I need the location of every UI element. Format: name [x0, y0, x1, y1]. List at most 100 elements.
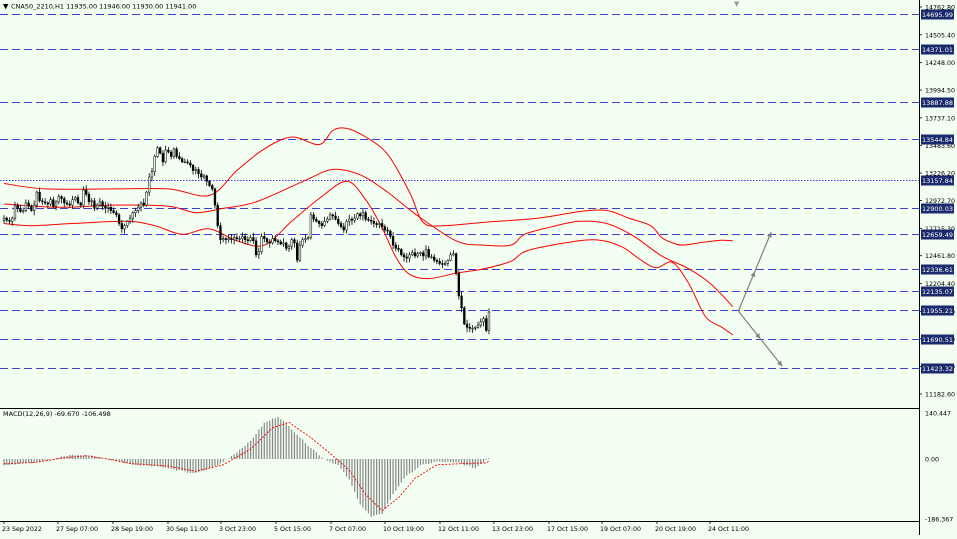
- candle: [487, 308, 491, 335]
- candle: [279, 239, 282, 246]
- level-label-11: 11423.32: [922, 365, 953, 373]
- candle: [159, 146, 162, 155]
- level-label-9: 11955.21: [922, 307, 953, 315]
- macd-signal-line: [3, 421, 490, 511]
- candle: [454, 252, 458, 276]
- candle: [386, 226, 389, 235]
- candle: [76, 194, 80, 205]
- candle: [194, 166, 197, 175]
- candle: [161, 150, 165, 167]
- grid-layer: [0, 14, 919, 369]
- candle: [65, 200, 69, 207]
- level-label-bg-8: [921, 286, 954, 297]
- dropdown-arrow-icon[interactable]: ▼: [3, 3, 9, 11]
- candle: [112, 207, 115, 214]
- level-label-bg-0: [921, 9, 954, 20]
- level-label-7: 12336.61: [922, 266, 953, 274]
- price-tick-label-7: 12972.70: [925, 198, 955, 205]
- candle: [104, 201, 107, 214]
- candle: [106, 202, 110, 213]
- candle: [197, 167, 200, 179]
- candle: [52, 196, 55, 209]
- candle: [219, 222, 222, 245]
- candle: [463, 306, 466, 326]
- candle: [345, 219, 348, 234]
- price-tick-label-9: 12461.80: [925, 253, 955, 260]
- candle: [117, 212, 121, 227]
- candle: [74, 195, 77, 202]
- candle: [93, 198, 96, 212]
- candle: [101, 199, 104, 211]
- candle: [241, 232, 244, 244]
- time-tick-label-12: 20 Oct 19:00: [655, 526, 696, 533]
- candle: [243, 233, 247, 245]
- price-tick-label-10: 12204.40: [925, 281, 955, 288]
- candle: [63, 196, 66, 208]
- candle: [312, 212, 315, 223]
- level-label-bg-5: [921, 203, 954, 214]
- candle: [208, 179, 211, 187]
- candle: [457, 270, 460, 300]
- axis-layer: 14762.80 14505.40 14248.00 13994.50 13737.10…: [2, 5, 955, 534]
- candle: [452, 250, 455, 257]
- candle: [175, 146, 178, 159]
- candle: [337, 216, 340, 226]
- candle: [405, 253, 408, 263]
- candle: [446, 259, 450, 267]
- candle: [378, 221, 381, 229]
- candle: [309, 211, 313, 240]
- candle: [41, 198, 44, 206]
- projection-arrow-1[interactable]: [737, 310, 783, 367]
- price-tick-label-8: 12715.30: [925, 226, 955, 233]
- candle: [287, 244, 291, 252]
- candle: [169, 150, 173, 160]
- candle-layer: [2, 145, 491, 335]
- candle: [348, 214, 351, 226]
- time-tick-label-5: 5 Oct 15:00: [274, 526, 311, 533]
- level-label-8: 12135.07: [922, 288, 953, 296]
- bollinger-layer: [3, 127, 734, 336]
- arrow-layer: [737, 231, 783, 367]
- candle: [68, 200, 71, 208]
- level-label-0: 14695.99: [922, 11, 953, 19]
- candle: [375, 221, 378, 228]
- candle: [260, 233, 263, 255]
- candle: [271, 235, 274, 245]
- candle: [328, 212, 332, 221]
- candle: [30, 204, 33, 212]
- candle: [474, 326, 477, 331]
- candle: [482, 316, 485, 327]
- candle: [370, 215, 373, 225]
- candle: [156, 146, 159, 158]
- level-label-6: 12659.49: [922, 231, 953, 239]
- level-label-bg-11: [921, 363, 954, 374]
- macd-tick-label-0: 140.447: [925, 411, 951, 418]
- time-tick-label-10: 17 Oct 15:00: [547, 526, 588, 533]
- level-label-layer: 14695.99 14371.01 13887.88 13544.84 13157.84…: [921, 9, 954, 374]
- candle: [8, 217, 11, 225]
- level-label-10: 11690.51: [922, 336, 953, 344]
- macd-tick-label-2: -186.367: [925, 517, 953, 524]
- scroll-marker-icon[interactable]: ▼: [734, 0, 740, 8]
- candle: [200, 169, 203, 181]
- level-label-bg-7: [921, 264, 954, 275]
- candle: [468, 322, 471, 333]
- candle: [191, 164, 195, 175]
- time-tick-label-11: 19 Oct 07:00: [600, 526, 641, 533]
- level-label-bg-9: [921, 305, 954, 316]
- candle: [408, 252, 411, 263]
- candle: [356, 212, 359, 220]
- level-label-5: 12900.03: [922, 205, 953, 213]
- level-label-bg-2: [921, 97, 954, 108]
- candle: [178, 152, 181, 161]
- candle: [471, 325, 474, 333]
- candle: [38, 187, 41, 203]
- bollinger-middle: [3, 168, 734, 308]
- candle: [46, 201, 49, 209]
- candle: [148, 173, 151, 196]
- projection-arrow-0[interactable]: [737, 231, 772, 312]
- candle: [263, 232, 266, 243]
- time-tick-label-3: 30 Sep 11:00: [166, 526, 208, 533]
